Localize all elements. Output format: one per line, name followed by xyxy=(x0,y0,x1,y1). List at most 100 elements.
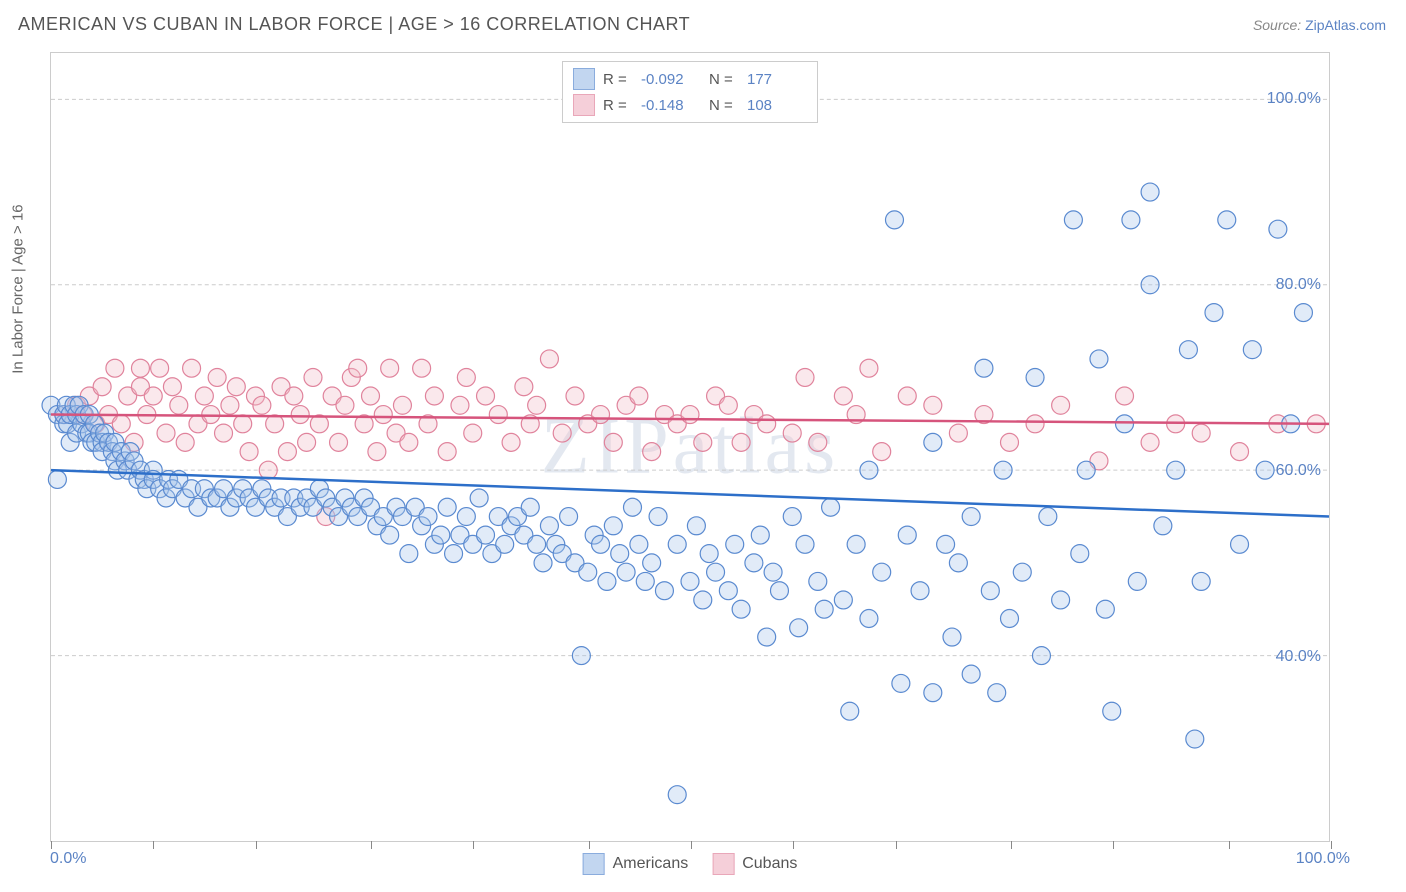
scatter-point xyxy=(381,359,399,377)
scatter-point xyxy=(758,628,776,646)
scatter-point xyxy=(432,526,450,544)
scatter-point xyxy=(521,498,539,516)
scatter-point xyxy=(157,424,175,442)
scatter-point xyxy=(489,406,507,424)
x-tick xyxy=(1011,841,1012,849)
scatter-point xyxy=(745,554,763,572)
scatter-point xyxy=(943,628,961,646)
scatter-point xyxy=(579,563,597,581)
scatter-point xyxy=(477,526,495,544)
scatter-point xyxy=(1052,396,1070,414)
scatter-point xyxy=(419,508,437,526)
scatter-point xyxy=(700,545,718,563)
legend-r-label: R = xyxy=(603,71,633,88)
scatter-point xyxy=(860,461,878,479)
scatter-point xyxy=(1192,572,1210,590)
scatter-point xyxy=(1026,368,1044,386)
scatter-point xyxy=(144,387,162,405)
scatter-point xyxy=(438,498,456,516)
scatter-point xyxy=(732,600,750,618)
scatter-point xyxy=(183,359,201,377)
scatter-point xyxy=(374,406,392,424)
scatter-point xyxy=(1269,220,1287,238)
scatter-point xyxy=(234,415,252,433)
scatter-point xyxy=(1039,508,1057,526)
scatter-point xyxy=(400,545,418,563)
scatter-point xyxy=(860,359,878,377)
scatter-point xyxy=(847,535,865,553)
scatter-point xyxy=(400,433,418,451)
scatter-point xyxy=(336,396,354,414)
scatter-point xyxy=(694,433,712,451)
scatter-point xyxy=(924,684,942,702)
scatter-point xyxy=(732,433,750,451)
scatter-point xyxy=(1167,461,1185,479)
scatter-point xyxy=(790,619,808,637)
scatter-point xyxy=(1141,183,1159,201)
scatter-point xyxy=(592,535,610,553)
legend-swatch xyxy=(583,853,605,875)
scatter-point xyxy=(796,368,814,386)
scatter-point xyxy=(1052,591,1070,609)
scatter-point xyxy=(598,572,616,590)
x-tick xyxy=(589,841,590,849)
scatter-point xyxy=(528,535,546,553)
scatter-point xyxy=(834,387,852,405)
scatter-point xyxy=(393,396,411,414)
legend-series-label: Americans xyxy=(613,855,689,873)
scatter-point xyxy=(451,396,469,414)
scatter-point xyxy=(48,470,66,488)
scatter-point xyxy=(636,572,654,590)
scatter-point xyxy=(253,396,271,414)
scatter-point xyxy=(898,387,916,405)
scatter-point xyxy=(783,424,801,442)
scatter-point xyxy=(1013,563,1031,581)
scatter-point xyxy=(304,368,322,386)
scatter-point xyxy=(1064,211,1082,229)
scatter-point xyxy=(873,563,891,581)
scatter-point xyxy=(924,433,942,451)
scatter-point xyxy=(962,665,980,683)
scatter-point xyxy=(381,526,399,544)
scatter-point xyxy=(809,572,827,590)
scatter-point xyxy=(719,582,737,600)
scatter-point xyxy=(1256,461,1274,479)
scatter-point xyxy=(1071,545,1089,563)
y-tick-label: 40.0% xyxy=(1276,648,1321,666)
scatter-point xyxy=(988,684,1006,702)
scatter-point xyxy=(841,702,859,720)
scatter-point xyxy=(687,517,705,535)
source-link[interactable]: ZipAtlas.com xyxy=(1305,17,1386,33)
scatter-point xyxy=(624,498,642,516)
legend-n-label: N = xyxy=(709,97,739,114)
scatter-point xyxy=(885,211,903,229)
chart-header: AMERICAN VS CUBAN IN LABOR FORCE | AGE >… xyxy=(0,0,1406,43)
scatter-point xyxy=(1032,647,1050,665)
scatter-point xyxy=(93,378,111,396)
series-legend: AmericansCubans xyxy=(583,853,798,875)
scatter-point xyxy=(278,443,296,461)
source-label: Source: xyxy=(1253,17,1301,33)
scatter-point xyxy=(496,535,514,553)
scatter-point xyxy=(368,443,386,461)
scatter-point xyxy=(515,378,533,396)
scatter-point xyxy=(860,610,878,628)
legend-series-item: Americans xyxy=(583,853,689,875)
scatter-point xyxy=(726,535,744,553)
scatter-point xyxy=(330,433,348,451)
y-tick-label: 60.0% xyxy=(1276,462,1321,480)
scatter-point xyxy=(694,591,712,609)
scatter-point xyxy=(240,443,258,461)
scatter-point xyxy=(457,508,475,526)
scatter-point xyxy=(1231,535,1249,553)
scatter-point xyxy=(502,433,520,451)
scatter-point xyxy=(1096,600,1114,618)
x-axis-max-label: 100.0% xyxy=(1296,850,1350,868)
scatter-point xyxy=(1103,702,1121,720)
scatter-point xyxy=(630,387,648,405)
scatter-point xyxy=(1154,517,1172,535)
x-tick xyxy=(473,841,474,849)
scatter-point xyxy=(1179,341,1197,359)
scatter-point xyxy=(349,359,367,377)
x-tick xyxy=(1331,841,1332,849)
